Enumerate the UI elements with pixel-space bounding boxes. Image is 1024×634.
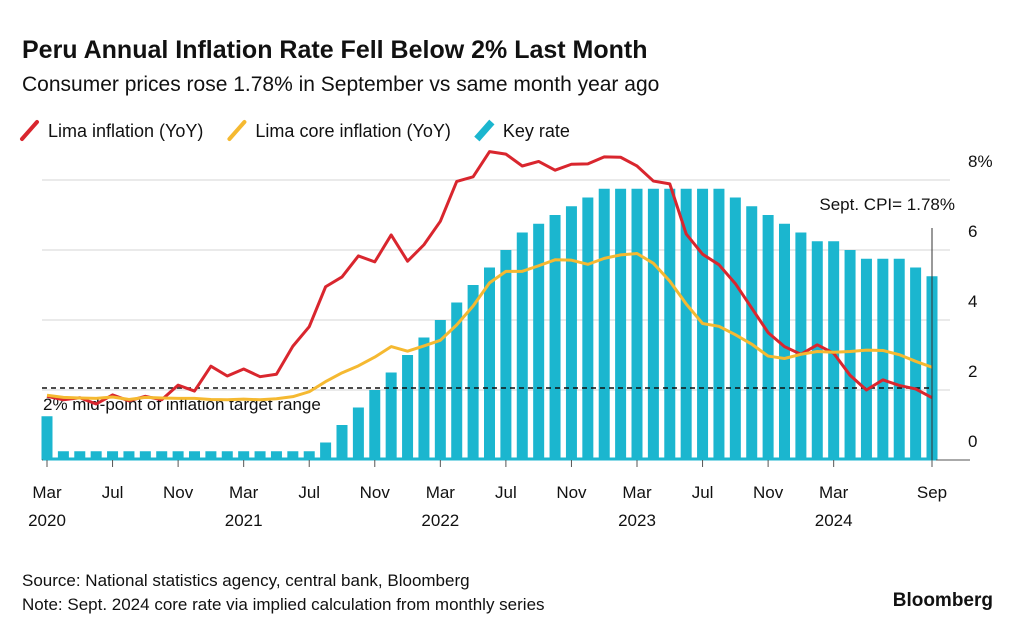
brand: Bloomberg — [893, 590, 993, 611]
x-year-label: 2020 — [28, 511, 66, 530]
bar — [664, 188, 676, 460]
x-tick-label: Jul — [102, 483, 124, 502]
bar — [582, 197, 594, 460]
bar — [598, 188, 610, 460]
line-series — [46, 150, 933, 406]
x-tick-label: Jul — [495, 483, 517, 502]
legend-label: Lima core inflation (YoY) — [255, 121, 450, 141]
x-tick-label: Jul — [692, 483, 714, 502]
bar — [123, 451, 135, 460]
bar — [877, 258, 889, 460]
x-tick-label: Nov — [556, 483, 587, 502]
bar — [221, 451, 233, 460]
bar — [270, 451, 282, 460]
x-tick-label: Nov — [360, 483, 391, 502]
bar — [369, 390, 381, 460]
line-series — [46, 252, 933, 402]
legend-swatch — [474, 119, 495, 142]
bar — [303, 451, 315, 460]
annotation-label: Sept. CPI= 1.78% — [819, 195, 955, 214]
bar — [57, 451, 69, 460]
bar — [893, 258, 905, 460]
bar — [779, 223, 790, 460]
bar — [680, 188, 692, 460]
bar — [352, 407, 364, 460]
x-tick-label: Nov — [163, 483, 194, 502]
y-tick-label: 4 — [968, 292, 977, 311]
bar — [746, 206, 758, 460]
x-tick-label: Mar — [229, 483, 259, 502]
legend-label: Key rate — [503, 121, 570, 141]
bar — [74, 451, 86, 460]
x-tick-label: Nov — [753, 483, 784, 502]
bar — [500, 250, 512, 460]
bar — [41, 416, 53, 460]
bar — [189, 451, 200, 460]
bar — [795, 232, 807, 460]
x-year-label: 2023 — [618, 511, 656, 530]
legend-label: Lima inflation (YoY) — [48, 121, 203, 141]
bar — [107, 451, 119, 460]
bar — [467, 285, 479, 460]
x-year-label: 2024 — [815, 511, 853, 530]
bar — [565, 206, 577, 460]
bar — [320, 442, 332, 460]
bar — [729, 197, 741, 460]
bar — [418, 337, 430, 460]
bar — [156, 451, 168, 460]
bar — [828, 241, 840, 460]
bar — [762, 215, 774, 460]
legend-swatch — [227, 120, 247, 141]
x-year-label: 2021 — [225, 511, 263, 530]
bar — [713, 188, 725, 460]
bar — [254, 451, 266, 460]
bar — [844, 250, 856, 460]
x-tick-label: Jul — [298, 483, 320, 502]
x-tick-label: Mar — [32, 483, 62, 502]
bar — [451, 302, 463, 460]
x-tick-label: Mar — [819, 483, 849, 502]
x-tick-label: Mar — [426, 483, 456, 502]
bar — [549, 215, 561, 460]
bar — [336, 425, 348, 460]
bar — [910, 267, 922, 460]
x-year-label: 2022 — [421, 511, 459, 530]
bar — [172, 451, 184, 460]
y-tick-label: 0 — [968, 432, 977, 451]
y-tick-label: 6 — [968, 222, 977, 241]
bar — [238, 451, 250, 460]
bar — [205, 451, 217, 460]
chart-subtitle: Consumer prices rose 1.78% in September … — [22, 73, 659, 96]
bar — [434, 320, 446, 460]
bar — [484, 267, 495, 460]
bar — [402, 355, 414, 460]
y-tick-label: 8% — [968, 152, 993, 171]
bar — [385, 372, 397, 460]
bar — [516, 232, 528, 460]
bar — [533, 223, 545, 460]
bar — [139, 451, 151, 460]
bar — [90, 451, 102, 460]
bar — [860, 258, 872, 460]
note: Note: Sept. 2024 core rate via implied c… — [22, 595, 545, 614]
x-tick-label: Mar — [622, 483, 652, 502]
legend-swatch — [20, 120, 39, 141]
bar — [647, 188, 659, 460]
bar — [615, 188, 627, 460]
chart-title: Peru Annual Inflation Rate Fell Below 2%… — [22, 36, 648, 64]
bar — [287, 451, 299, 460]
legend: Lima inflation (YoY) Lima core inflation … — [20, 119, 570, 142]
bar — [631, 188, 643, 460]
source: Source: National statistics agency, cent… — [22, 571, 470, 590]
x-tick-label: Sep — [917, 483, 947, 502]
y-tick-label: 2 — [968, 362, 977, 381]
